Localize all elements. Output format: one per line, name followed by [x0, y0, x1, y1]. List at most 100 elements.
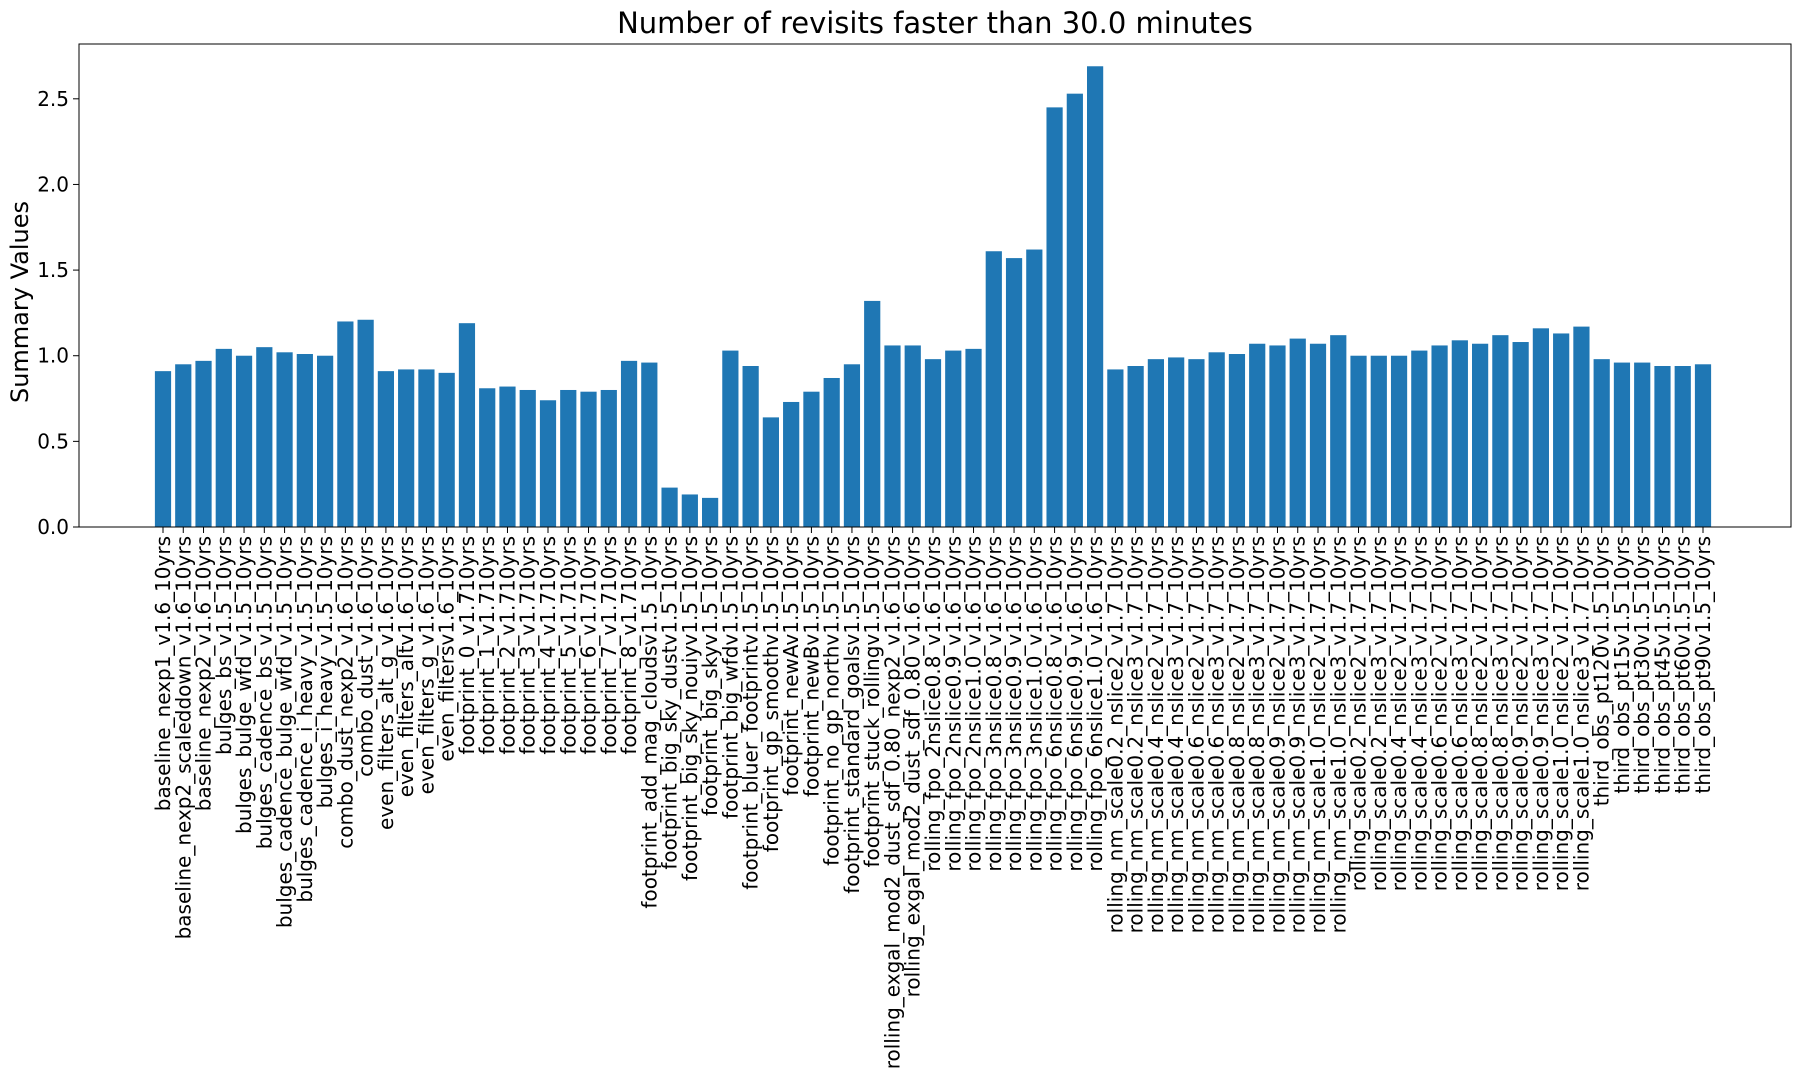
x-tick-label: combo_dust_v1.6_10yrs	[354, 536, 378, 777]
bar	[276, 352, 293, 527]
bar	[1593, 359, 1610, 527]
x-tick-label: rolling_fpo_3nslice1.0_v1.6_10yrs	[1022, 536, 1046, 872]
bar	[296, 354, 313, 527]
x-tick-label: footprint_3_v1.710yrs	[516, 536, 540, 755]
bar	[945, 350, 962, 527]
bar	[1026, 249, 1043, 527]
x-tick-label: rolling_scale0.6_nslice3_v1.7_10yrs	[1448, 536, 1472, 891]
bar	[985, 251, 1002, 527]
x-tick-label: rolling_fpo_2nslice0.8_v1.6_10yrs	[921, 536, 945, 872]
y-tick-label: 1.5	[37, 258, 69, 282]
x-tick-label: rolling_scale0.4_nslice3_v1.7_10yrs	[1407, 536, 1431, 891]
x-tick-label: combo_dust_nexp2_v1.6_10yrs	[333, 536, 357, 849]
x-tick-label: third_obs_pt30v1.5_10yrs	[1630, 536, 1654, 794]
x-tick-label: bulges_bulge_wfd_v1.5_10yrs	[232, 536, 256, 834]
x-tick-label: rolling_fpo_2nslice1.0_v1.6_10yrs	[962, 536, 986, 872]
bar	[195, 360, 212, 527]
bar	[418, 369, 435, 527]
bar	[1005, 258, 1023, 527]
x-tick-label: footprint_no_gp_northv1.5_10yrs	[820, 536, 844, 866]
x-tick-label: third_obs_pt60v1.5_10yrs	[1671, 536, 1695, 794]
x-tick-label: rolling_nm_scale0.8_nslice3_v1.7_10yrs	[1245, 536, 1269, 933]
x-tick-label: rolling_nm_scale1.0_nslice3_v1.7_10yrs	[1326, 536, 1350, 933]
x-tick-label: rolling_scale0.6_nslice2_v1.7_10yrs	[1428, 536, 1452, 891]
x-tick-label: bulges_bs_v1.5_10yrs	[212, 536, 236, 755]
bar	[843, 364, 861, 527]
x-tick-label: rolling_scale0.9_nslice3_v1.7_10yrs	[1529, 536, 1553, 891]
bar	[560, 389, 577, 527]
bar	[884, 345, 901, 527]
bar	[1390, 355, 1408, 527]
bar	[1553, 333, 1570, 527]
bar	[1087, 66, 1104, 527]
bar	[1147, 359, 1164, 527]
bar	[1634, 362, 1651, 527]
x-tick-label: rolling_fpo_6nslice0.8_v1.6_10yrs	[1043, 536, 1067, 872]
bar	[398, 369, 415, 527]
x-tick-label: footprint_1_v1.710yrs	[475, 536, 499, 755]
bar	[722, 350, 739, 527]
bar	[357, 319, 374, 527]
x-tick-label: rolling_fpo_2nslice0.9_v1.6_10yrs	[941, 536, 965, 872]
bar	[762, 417, 779, 527]
bar	[1127, 366, 1144, 527]
x-tick-label: third_obs_pt90v1.5_10yrs	[1691, 536, 1715, 794]
y-tick-label: 2.0	[37, 172, 69, 196]
bar	[661, 487, 678, 527]
x-tick-label: rolling_fpo_3nslice0.9_v1.6_10yrs	[1002, 536, 1026, 872]
y-tick-label: 1.0	[37, 344, 69, 368]
bar	[154, 371, 172, 527]
x-tick-label: rolling_scale0.2_nslice3_v1.7_10yrs	[1367, 536, 1391, 891]
bar	[924, 359, 942, 527]
x-tick-label: rolling_fpo_3nslice0.8_v1.6_10yrs	[982, 536, 1006, 872]
x-tick-label: footprint_stuck_rollingv1.5_10yrs	[860, 536, 884, 868]
x-tick-label: rolling_nm_scale0.2_nslice3_v1.7_10yrs	[1124, 536, 1148, 933]
bar	[1431, 345, 1448, 527]
bar	[377, 371, 394, 527]
bar	[864, 300, 881, 527]
bars	[154, 66, 1712, 527]
x-tick-label: rolling_fpo_6nslice1.0_v1.6_10yrs	[1083, 536, 1107, 872]
bar	[1674, 366, 1691, 527]
bar	[641, 362, 658, 527]
bar	[1492, 335, 1509, 527]
bar	[1107, 369, 1124, 527]
bar	[235, 355, 253, 527]
x-tick-label: footprint_big_sky_dustv1.5_10yrs	[658, 536, 682, 870]
bar	[1066, 93, 1083, 527]
bar	[1512, 342, 1529, 527]
x-tick-label: rolling_scale0.9_nslice2_v1.7_10yrs	[1509, 536, 1533, 891]
x-tick-label: third_obs_pt120v1.5_10yrs	[1590, 536, 1614, 806]
bar	[479, 388, 496, 527]
x-tick-label: rolling_scale1.0_nslice2_v1.7_10yrs	[1549, 536, 1573, 891]
x-tick-label: baseline_nexp1_v1.6_10yrs	[151, 536, 175, 811]
bar	[742, 366, 759, 527]
bar	[1411, 350, 1428, 527]
y-tick-label: 0.5	[37, 429, 69, 453]
x-tick-label: footprint_newBv1.5_10yrs	[799, 536, 823, 797]
chart-title: Number of revisits faster than 30.0 minu…	[617, 6, 1253, 40]
x-tick-label: bulges_i_heavy_v1.5_10yrs	[313, 536, 337, 808]
x-tick-label: third_obs_pt15v1.5_10yrs	[1610, 536, 1634, 794]
bar	[904, 345, 921, 527]
x-tick-label: footprint_4_v1.710yrs	[536, 536, 560, 755]
x-tick-label: rolling_nm_scale0.2_nslice2_v1.7_10yrs	[1103, 536, 1127, 933]
bar	[965, 348, 982, 527]
x-tick-label: bulges_cadence_bulge_wfd_v1.5_10yrs	[273, 536, 297, 928]
y-axis-title: Summary Values	[6, 201, 34, 403]
bar	[317, 355, 334, 527]
x-tick-label: rolling_scale0.2_nslice2_v1.7_10yrs	[1347, 536, 1371, 891]
x-tick-label: footprint_8_v1.710yrs	[617, 536, 641, 755]
x-tick-label: even_filters_altv1.6_10yrs	[394, 536, 418, 797]
bar	[1188, 359, 1205, 527]
bar	[519, 389, 536, 527]
x-tick-label: rolling_scale0.8_nslice3_v1.7_10yrs	[1488, 536, 1512, 891]
bar	[1350, 355, 1367, 527]
bar	[175, 364, 192, 527]
bar	[458, 323, 476, 527]
bar	[1228, 354, 1246, 527]
bar	[215, 348, 232, 527]
x-tick-label: rolling_scale1.0_nslice3_v1.7_10yrs	[1569, 536, 1593, 891]
bar	[256, 347, 273, 527]
bar	[1613, 362, 1631, 527]
